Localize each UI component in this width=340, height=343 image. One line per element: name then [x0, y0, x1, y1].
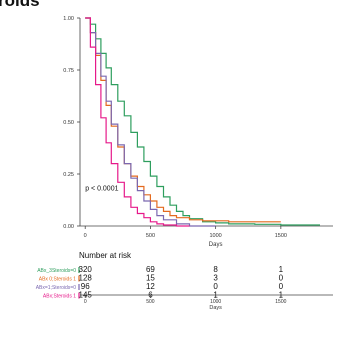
y-tick-label: 1.00 [63, 16, 74, 22]
risk-table: Number at riskABx_3Steroids=032069810ABx… [36, 251, 333, 311]
risk-count: 320 [79, 265, 93, 274]
risk-count: 3 [213, 274, 218, 283]
risk-count: 69 [146, 265, 155, 274]
risk-row-label: ABx=1;Steroids=0 [36, 285, 77, 291]
risk-x-tick-label: 500 [146, 299, 155, 305]
survival-curve-4 [85, 17, 190, 227]
p-value-annotation: p < 0.0001 [85, 186, 118, 193]
x-tick-label: 500 [146, 233, 155, 239]
risk-x-tick-label: 1000 [210, 299, 221, 305]
survival-curve-1 [85, 17, 320, 226]
risk-table-title: Number at risk [79, 251, 132, 260]
risk-x-axis-label: Days [209, 305, 222, 311]
risk-count: 0 [279, 282, 284, 291]
survival-plot: 0.000.250.500.751.000500100015002000Days… [63, 16, 340, 248]
risk-count: 0 [279, 274, 284, 283]
risk-count: 128 [79, 274, 93, 283]
page-title: roids [0, 0, 40, 10]
x-tick-label: 1500 [275, 233, 287, 239]
y-tick-label: 0.25 [63, 172, 74, 178]
risk-count: 15 [146, 274, 155, 283]
y-tick-label: 0.75 [63, 68, 74, 74]
risk-row-label: ABx_3Steroids=0 [37, 268, 76, 274]
risk-x-tick-label: 0 [84, 299, 87, 305]
risk-count: 12 [146, 282, 155, 291]
y-tick-label: 0.00 [63, 224, 74, 230]
risk-count: 1 [279, 265, 284, 274]
y-tick-label: 0.50 [63, 120, 74, 126]
risk-x-tick-label: 1500 [275, 299, 286, 305]
risk-count: 96 [81, 282, 90, 291]
x-axis-label: Days [209, 242, 223, 248]
risk-count: 0 [213, 282, 218, 291]
risk-row-label: ABx;Steroids 1 [43, 294, 76, 300]
survival-curve-3 [85, 17, 216, 227]
x-tick-label: 0 [84, 233, 87, 239]
risk-count: 8 [213, 265, 218, 274]
x-tick-label: 1000 [210, 233, 222, 239]
risk-row-label: ABx 0;Steroids 1 [39, 277, 76, 283]
